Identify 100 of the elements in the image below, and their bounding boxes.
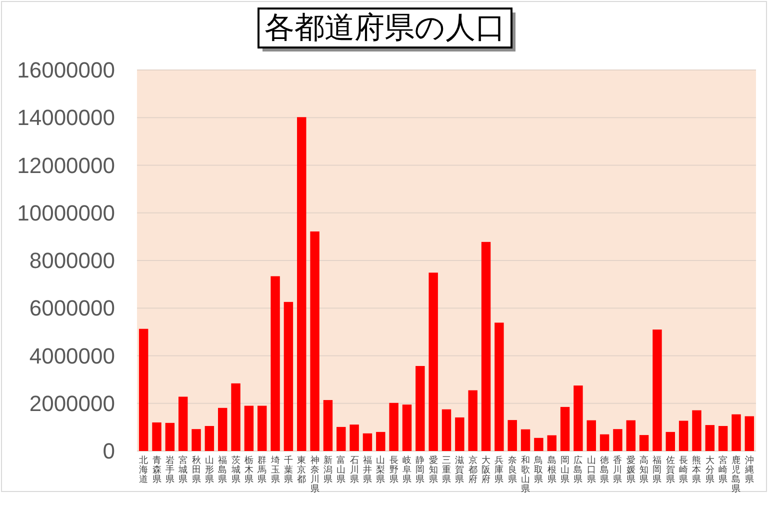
- x-tick-label: 新潟県: [323, 455, 332, 485]
- bar: [455, 417, 464, 451]
- bar: [442, 409, 452, 451]
- x-tick-label: 宮城県: [178, 455, 188, 485]
- x-tick-label: 香川県: [613, 455, 622, 485]
- bar: [692, 410, 702, 451]
- x-tick-label: 大分県: [705, 455, 714, 485]
- bar: [138, 328, 148, 451]
- y-tick-label: 4000000: [29, 343, 115, 368]
- x-tick-label: 徳島県: [600, 455, 610, 485]
- x-tick-label: 沖縄県: [744, 455, 754, 485]
- bar: [231, 383, 240, 451]
- x-tick-label: 千葉県: [284, 455, 293, 485]
- x-tick-label: 岐阜県: [402, 455, 412, 485]
- x-tick-label: 茨城県: [230, 455, 240, 485]
- x-tick-label: 埼玉県: [270, 455, 280, 485]
- bar: [718, 426, 728, 451]
- bar: [402, 404, 412, 451]
- x-tick-label: 群馬県: [256, 455, 267, 485]
- x-tick-label: 福岡県: [652, 455, 662, 485]
- bar: [192, 429, 201, 451]
- bar: [428, 272, 438, 451]
- x-tick-label: 愛知県: [428, 455, 438, 485]
- x-tick-label: 青森県: [152, 455, 162, 485]
- x-tick-label: 大阪府: [482, 455, 491, 485]
- bar: [178, 396, 188, 451]
- bar: [468, 390, 478, 451]
- x-tick-label: 三重県: [442, 456, 451, 485]
- bar: [336, 426, 346, 451]
- bar: [600, 434, 610, 451]
- x-tick-label: 兵庫県: [494, 455, 504, 485]
- x-tick-label: 山口県: [586, 455, 596, 485]
- x-tick-label: 和歌山県: [521, 455, 530, 494]
- bar: [560, 406, 570, 451]
- bar: [666, 432, 676, 451]
- bar: [350, 424, 359, 451]
- x-tick-label: 長崎県: [679, 455, 688, 485]
- bar: [574, 386, 583, 451]
- bar: [362, 433, 372, 451]
- bar: [481, 242, 491, 451]
- bar: [244, 406, 254, 451]
- bar: [310, 231, 320, 451]
- x-tick-label: 山梨県: [376, 455, 386, 485]
- y-tick-label: 10000000: [17, 200, 115, 226]
- bar: [258, 406, 267, 451]
- x-tick-label: 鹿児島県: [732, 455, 741, 494]
- y-tick-label: 12000000: [17, 152, 115, 178]
- x-tick-label: 栃木県: [244, 455, 254, 485]
- x-tick-label: 島根県: [547, 455, 556, 485]
- x-tick-label: 福井県: [362, 455, 372, 485]
- x-tick-label: 奈良県: [508, 455, 517, 485]
- x-tick-label: 滋賀県: [455, 455, 464, 485]
- bar: [613, 429, 622, 451]
- bar: [626, 420, 636, 451]
- bar: [389, 402, 398, 451]
- x-tick-label: 岩手県: [165, 455, 174, 485]
- bar: [520, 429, 530, 451]
- bar: [416, 366, 425, 451]
- bar: [639, 435, 649, 451]
- bar: [297, 117, 306, 451]
- bar: [678, 420, 688, 451]
- bar: [652, 330, 662, 451]
- x-tick-label: 愛媛県: [626, 455, 636, 485]
- bar: [152, 422, 162, 451]
- x-tick-label: 宮崎県: [718, 455, 728, 485]
- bar: [586, 420, 596, 451]
- x-tick-label: 京都府: [468, 455, 478, 485]
- x-tick-label: 秋田県: [192, 455, 201, 485]
- bar: [376, 432, 386, 451]
- bar: [534, 438, 544, 451]
- x-tick-label: 福島県: [218, 455, 228, 485]
- bar: [547, 435, 556, 451]
- x-tick-label: 熊本県: [692, 455, 702, 485]
- bar: [323, 400, 333, 451]
- x-tick-label: 岡山県: [560, 456, 570, 485]
- y-tick-label: 16000000: [17, 58, 115, 82]
- y-tick-label: 0: [102, 438, 115, 464]
- x-tick-label: 静岡県: [416, 455, 425, 485]
- bar: [494, 322, 504, 451]
- x-tick-label: 石川県: [350, 456, 359, 485]
- x-tick-label: 長野県: [389, 455, 398, 485]
- bar: [508, 420, 517, 451]
- bar: [284, 302, 294, 451]
- bar: [218, 408, 228, 451]
- x-tick-label: 北海道: [139, 455, 148, 485]
- x-tick-label: 鳥取県: [533, 455, 544, 485]
- y-tick-label: 8000000: [29, 248, 115, 273]
- x-tick-label: 神奈川県: [310, 455, 320, 494]
- bar: [165, 422, 175, 451]
- x-tick-label: 山形県: [204, 455, 214, 485]
- bar: [732, 414, 741, 451]
- y-tick-label: 14000000: [17, 105, 115, 130]
- bar: [705, 425, 715, 451]
- y-tick-label: 2000000: [29, 390, 115, 416]
- x-tick-label: 富山県: [336, 455, 346, 485]
- bar: [270, 276, 280, 451]
- bar: [744, 416, 754, 451]
- bar: [204, 426, 214, 451]
- x-tick-label: 広島県: [574, 455, 583, 485]
- x-tick-label: 高知県: [640, 455, 649, 485]
